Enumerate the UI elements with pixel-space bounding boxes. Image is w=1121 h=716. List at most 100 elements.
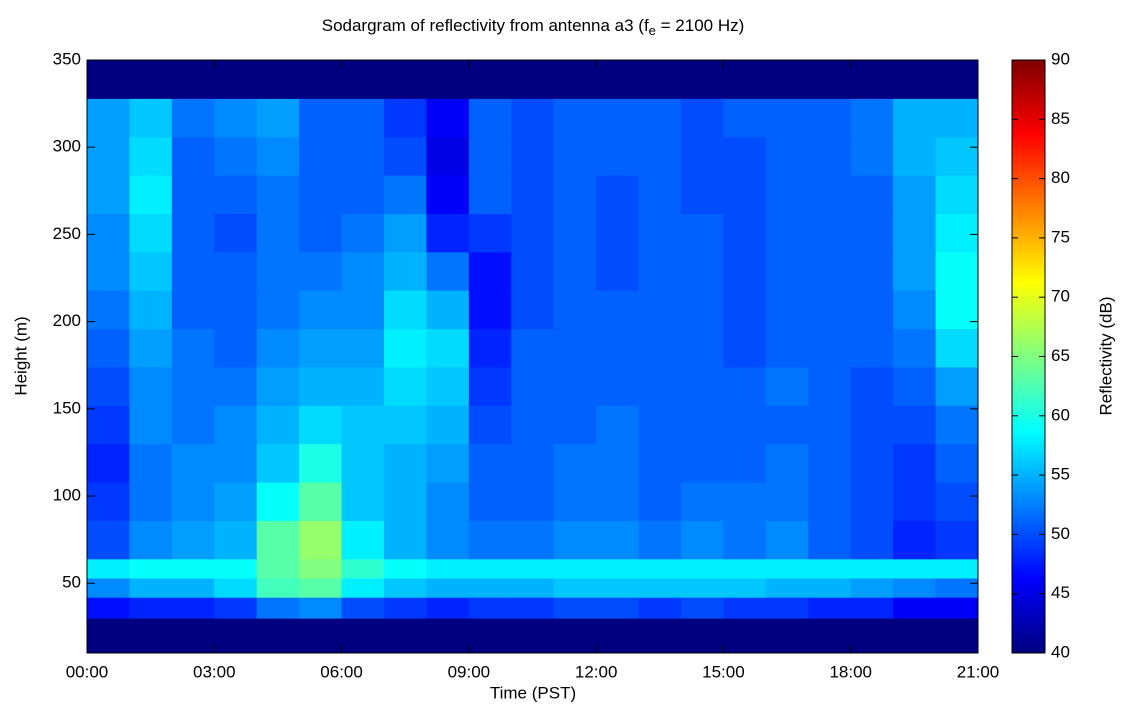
y-tick-label: 150: [53, 398, 81, 417]
heatmap-cell: [171, 366, 215, 406]
heatmap-cell: [808, 251, 852, 291]
heatmap-cell: [87, 175, 130, 214]
colorbar-tick-label: 80: [1051, 168, 1070, 187]
heatmap-cell: [511, 328, 555, 368]
y-tick-label: 300: [53, 137, 81, 156]
heatmap-cell: [553, 213, 597, 253]
heatmap-cell: [256, 597, 300, 619]
heatmap-cell: [723, 618, 767, 654]
heatmap-cell: [850, 213, 894, 253]
heatmap-cell: [129, 618, 173, 654]
heatmap-cell: [171, 443, 215, 483]
heatmap-cell: [893, 175, 937, 214]
heatmap-cell: [299, 175, 343, 214]
heatmap-cell: [341, 443, 385, 483]
heatmap-cell: [850, 60, 894, 99]
heatmap-cell: [765, 290, 809, 330]
heatmap-cell: [553, 251, 597, 291]
y-axis-label: Height (m): [11, 316, 30, 395]
heatmap-cell: [341, 98, 385, 138]
heatmap-cell: [384, 328, 427, 368]
heatmap-cell: [681, 520, 724, 560]
heatmap-cell: [299, 482, 343, 521]
heatmap-cell: [256, 60, 300, 99]
heatmap-cell: [256, 618, 300, 654]
heatmap-cell: [468, 618, 512, 654]
heatmap-cell: [341, 175, 385, 214]
heatmap-cell: [171, 290, 215, 330]
heatmap-cell: [426, 213, 470, 253]
heatmap-cell: [341, 60, 385, 99]
heatmap-cell: [468, 60, 512, 99]
heatmap-cell: [808, 578, 852, 598]
heatmap-cell: [596, 618, 640, 654]
chart-title: Sodargram of reflectivity from antenna a…: [322, 16, 745, 38]
heatmap-cell: [214, 213, 258, 253]
heatmap-cell: [129, 175, 173, 214]
heatmap-cell: [723, 482, 767, 521]
heatmap-cell: [935, 366, 979, 406]
heatmap-cell: [850, 251, 894, 291]
heatmap-cell: [596, 290, 640, 330]
heatmap-cell: [765, 443, 809, 483]
x-tick-label: 06:00: [320, 662, 363, 681]
heatmap-cell: [596, 60, 640, 99]
x-axis-label: Time (PST): [490, 683, 576, 702]
heatmap-cell: [723, 60, 767, 99]
heatmap-cell: [638, 366, 682, 406]
y-tick-label: 100: [53, 486, 81, 505]
heatmap-cell: [256, 290, 300, 330]
heatmap-cell: [638, 482, 682, 521]
y-tick-label: 250: [53, 224, 81, 243]
heatmap-cell: [511, 443, 555, 483]
heatmap-cell: [638, 405, 682, 445]
heatmap-cell: [171, 520, 215, 560]
heatmap-cell: [808, 405, 852, 445]
heatmap-cell: [596, 98, 640, 138]
heatmap-cell: [553, 366, 597, 406]
heatmap-cell: [129, 482, 173, 521]
heatmap-cell: [935, 558, 979, 579]
heatmap-cell: [511, 213, 555, 253]
heatmap-cell: [765, 213, 809, 253]
heatmap-cell: [171, 482, 215, 521]
heatmap-cell: [214, 597, 258, 619]
heatmap-cell: [256, 578, 300, 598]
heatmap-cell: [171, 251, 215, 291]
heatmap-cell: [638, 98, 682, 138]
heatmap-cell: [87, 251, 130, 291]
heatmap-cell: [87, 366, 130, 406]
heatmap-cell: [87, 578, 130, 598]
heatmap-cell: [808, 366, 852, 406]
heatmap-cell: [681, 290, 724, 330]
heatmap-cell: [384, 98, 427, 138]
heatmap-cell: [256, 328, 300, 368]
heatmap-cell: [511, 251, 555, 291]
heatmap-cell: [681, 175, 724, 214]
heatmap-cell: [765, 328, 809, 368]
heatmap-cell: [850, 366, 894, 406]
heatmap-cell: [935, 405, 979, 445]
heatmap-cell: [765, 520, 809, 560]
heatmap-cell: [723, 136, 767, 176]
heatmap-cell: [553, 328, 597, 368]
heatmap-cell: [341, 578, 385, 598]
heatmap-cell: [129, 290, 173, 330]
heatmap-cell: [256, 558, 300, 579]
heatmap-cell: [171, 175, 215, 214]
heatmap-cell: [341, 482, 385, 521]
heatmap-cell: [129, 98, 173, 138]
colorbar-tick-label: 90: [1051, 49, 1070, 68]
heatmap-cell: [935, 290, 979, 330]
heatmap-cell: [893, 520, 937, 560]
heatmap-cell: [426, 482, 470, 521]
heatmap-cell: [468, 520, 512, 560]
heatmap-cell: [808, 443, 852, 483]
heatmap-cell: [256, 136, 300, 176]
y-tick-label: 200: [53, 311, 81, 330]
heatmap-cell: [681, 558, 724, 579]
heatmap-cell: [87, 136, 130, 176]
heatmap-cell: [681, 136, 724, 176]
heatmap-cell: [426, 251, 470, 291]
